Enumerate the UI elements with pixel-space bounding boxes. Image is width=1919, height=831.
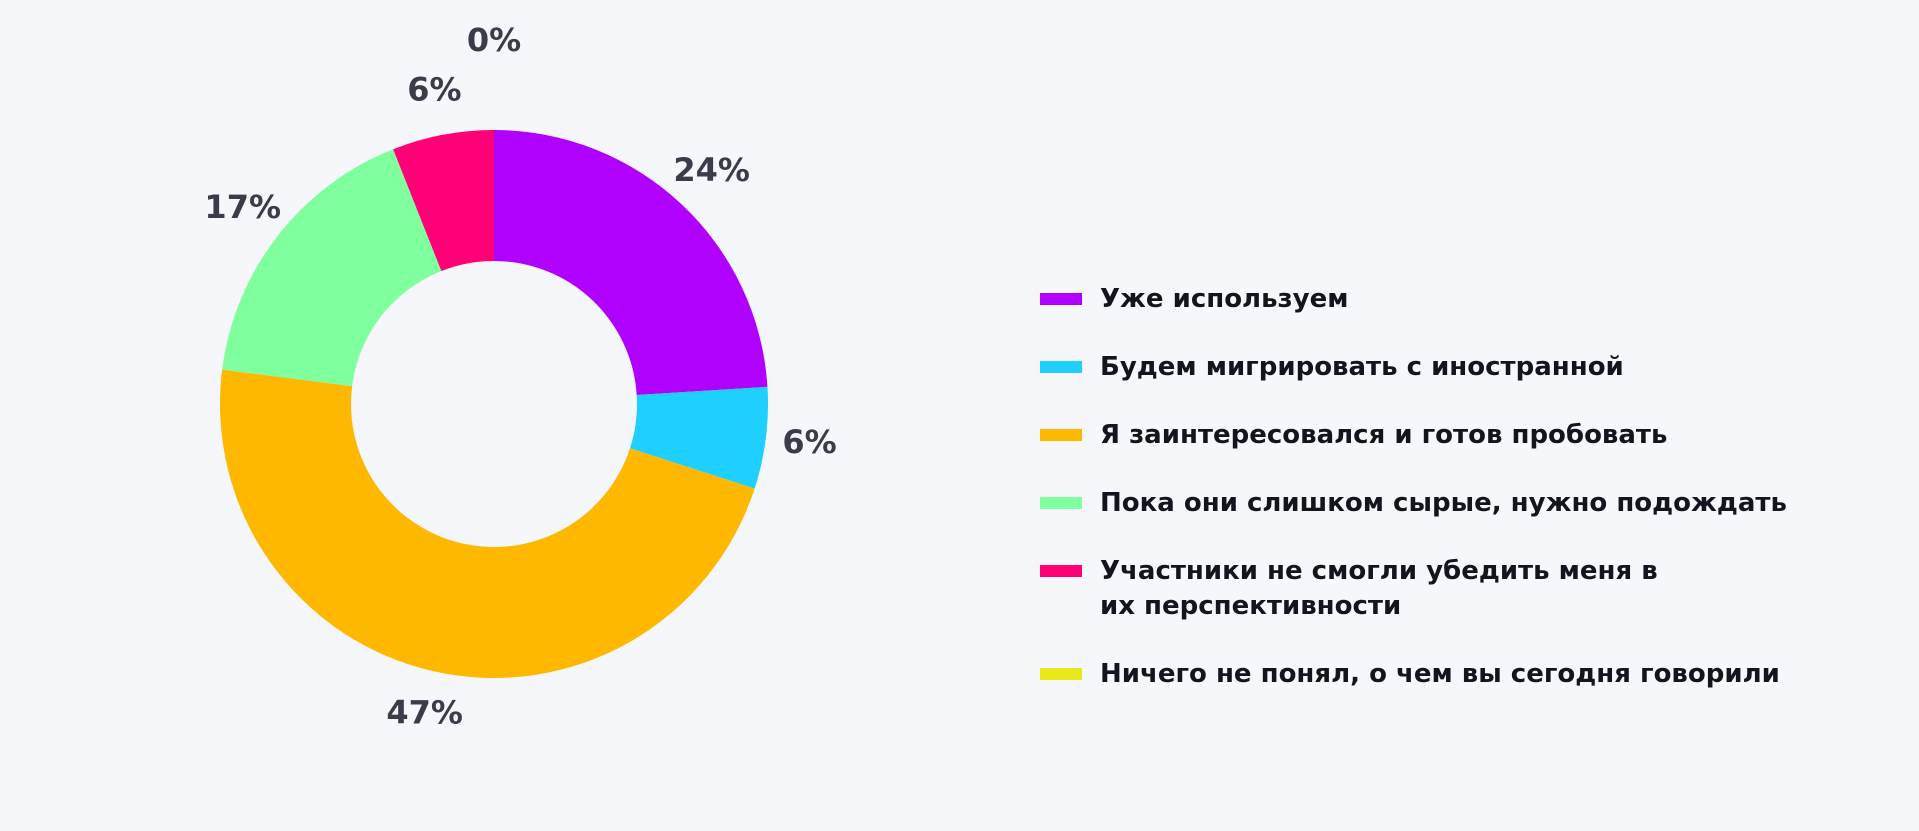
legend-swatch xyxy=(1040,668,1082,680)
value-label-1: 24% xyxy=(673,151,750,189)
legend-label: Пока они слишком сырые, нужно подождать xyxy=(1100,488,1787,518)
legend-label: Ничего не понял, о чем вы сегодня говори… xyxy=(1100,659,1780,689)
slice-3 xyxy=(220,369,755,678)
donut-chart: 24%6%47%17%6%0% xyxy=(204,21,836,731)
legend-item: Участники не смогли убедить меня в их пе… xyxy=(1040,554,1787,624)
value-label-2: 6% xyxy=(782,423,836,461)
value-label-6: 0% xyxy=(467,21,521,59)
legend-item: Уже используем xyxy=(1040,282,1787,317)
slice-1 xyxy=(494,130,768,396)
legend-item: Будем мигрировать с иностранной xyxy=(1040,350,1787,385)
slice-4 xyxy=(222,149,442,387)
slice-2 xyxy=(630,386,768,489)
value-label-5: 6% xyxy=(407,71,461,109)
donut-slices xyxy=(220,130,768,678)
legend-item: Я заинтересовался и готов пробовать xyxy=(1040,418,1787,453)
legend-item: Пока они слишком сырые, нужно подождать xyxy=(1040,486,1787,521)
legend-item: Ничего не понял, о чем вы сегодня говори… xyxy=(1040,657,1787,692)
slice-5 xyxy=(393,130,494,272)
legend-label: Я заинтересовался и готов пробовать xyxy=(1100,420,1668,450)
legend-swatch xyxy=(1040,361,1082,373)
value-label-3: 47% xyxy=(386,693,463,731)
legend-swatch xyxy=(1040,565,1082,577)
legend-swatch xyxy=(1040,429,1082,441)
legend-swatch xyxy=(1040,293,1082,305)
value-label-4: 17% xyxy=(204,188,281,226)
legend-label: Будем мигрировать с иностранной xyxy=(1100,352,1624,382)
legend: Уже используем Будем мигрировать с иностр… xyxy=(1040,282,1787,725)
legend-label: Участники не смогли убедить меня в их пе… xyxy=(1100,556,1658,621)
value-labels: 24%6%47%17%6%0% xyxy=(204,21,836,731)
legend-label: Уже используем xyxy=(1100,284,1349,314)
legend-swatch xyxy=(1040,497,1082,509)
